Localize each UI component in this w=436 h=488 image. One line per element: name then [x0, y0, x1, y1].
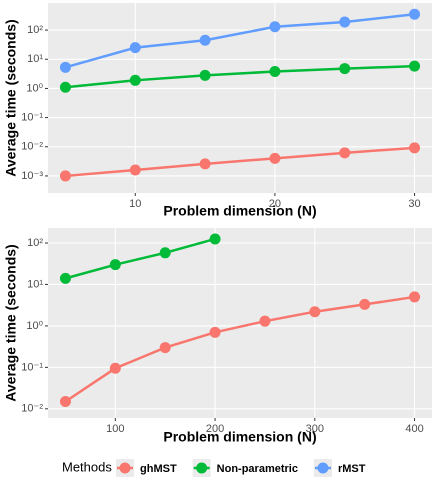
point	[59, 272, 71, 284]
y-tick-label: 10⁻²	[21, 403, 43, 415]
y-tick-label: 10⁻¹	[21, 361, 43, 373]
panel	[48, 3, 432, 193]
point	[339, 63, 351, 75]
point	[159, 247, 171, 259]
x-tick-label: 10	[129, 198, 141, 210]
point	[309, 306, 321, 318]
y-tick-label: 10⁻²	[21, 141, 43, 153]
y-tick-label: 10¹	[27, 278, 43, 290]
legend-point	[196, 462, 208, 474]
y-axis-title: Average time (seconds)	[3, 244, 19, 401]
point	[209, 233, 221, 245]
point	[269, 21, 281, 33]
y-axis-title: Average time (seconds)	[3, 19, 19, 176]
point	[409, 291, 421, 303]
point	[339, 16, 351, 28]
x-tick-label: 200	[206, 423, 224, 435]
point	[269, 66, 281, 78]
point	[199, 158, 211, 170]
x-axis-title: Problem dimension (N)	[163, 429, 316, 445]
point	[129, 74, 141, 86]
line	[64, 295, 415, 403]
point	[59, 61, 71, 73]
y-tick-label: 10⁻³	[21, 170, 43, 182]
x-tick-label: 30	[408, 198, 420, 210]
point	[59, 170, 71, 182]
line	[65, 12, 415, 69]
point	[129, 42, 141, 54]
point	[109, 362, 121, 374]
line	[65, 64, 415, 89]
legend-point	[119, 462, 131, 474]
x-tick-label: 300	[306, 423, 324, 435]
legend-label: ghMST	[140, 463, 177, 475]
panel	[48, 228, 432, 418]
point	[59, 81, 71, 93]
point	[199, 69, 211, 81]
y-tick-label: 10²	[27, 237, 43, 249]
legend-label: Non-parametric	[217, 463, 298, 475]
y-tick-label: 10⁰	[26, 320, 43, 332]
point	[409, 8, 421, 20]
y-tick-label: 10⁻¹	[21, 112, 43, 124]
x-tick-label: 400	[405, 423, 423, 435]
point	[409, 60, 421, 72]
x-tick-label: 20	[269, 198, 281, 210]
point	[359, 298, 371, 310]
line	[65, 237, 216, 280]
point	[259, 315, 271, 327]
y-tick-label: 10²	[27, 24, 43, 36]
y-tick-label: 10⁰	[26, 82, 43, 94]
point	[339, 147, 351, 159]
point	[159, 342, 171, 354]
point	[199, 34, 211, 46]
legend-point	[317, 462, 329, 474]
x-axis-title: Problem dimension (N)	[163, 203, 316, 219]
point	[109, 259, 121, 271]
point	[59, 396, 71, 408]
point	[269, 152, 281, 164]
x-tick-label: 100	[106, 423, 124, 435]
legend-title: Methods	[62, 459, 112, 474]
point	[409, 142, 421, 154]
point	[129, 164, 141, 176]
y-tick-label: 10¹	[27, 53, 43, 65]
legend-label: rMST	[338, 463, 366, 475]
point	[209, 326, 221, 338]
line	[65, 146, 415, 178]
